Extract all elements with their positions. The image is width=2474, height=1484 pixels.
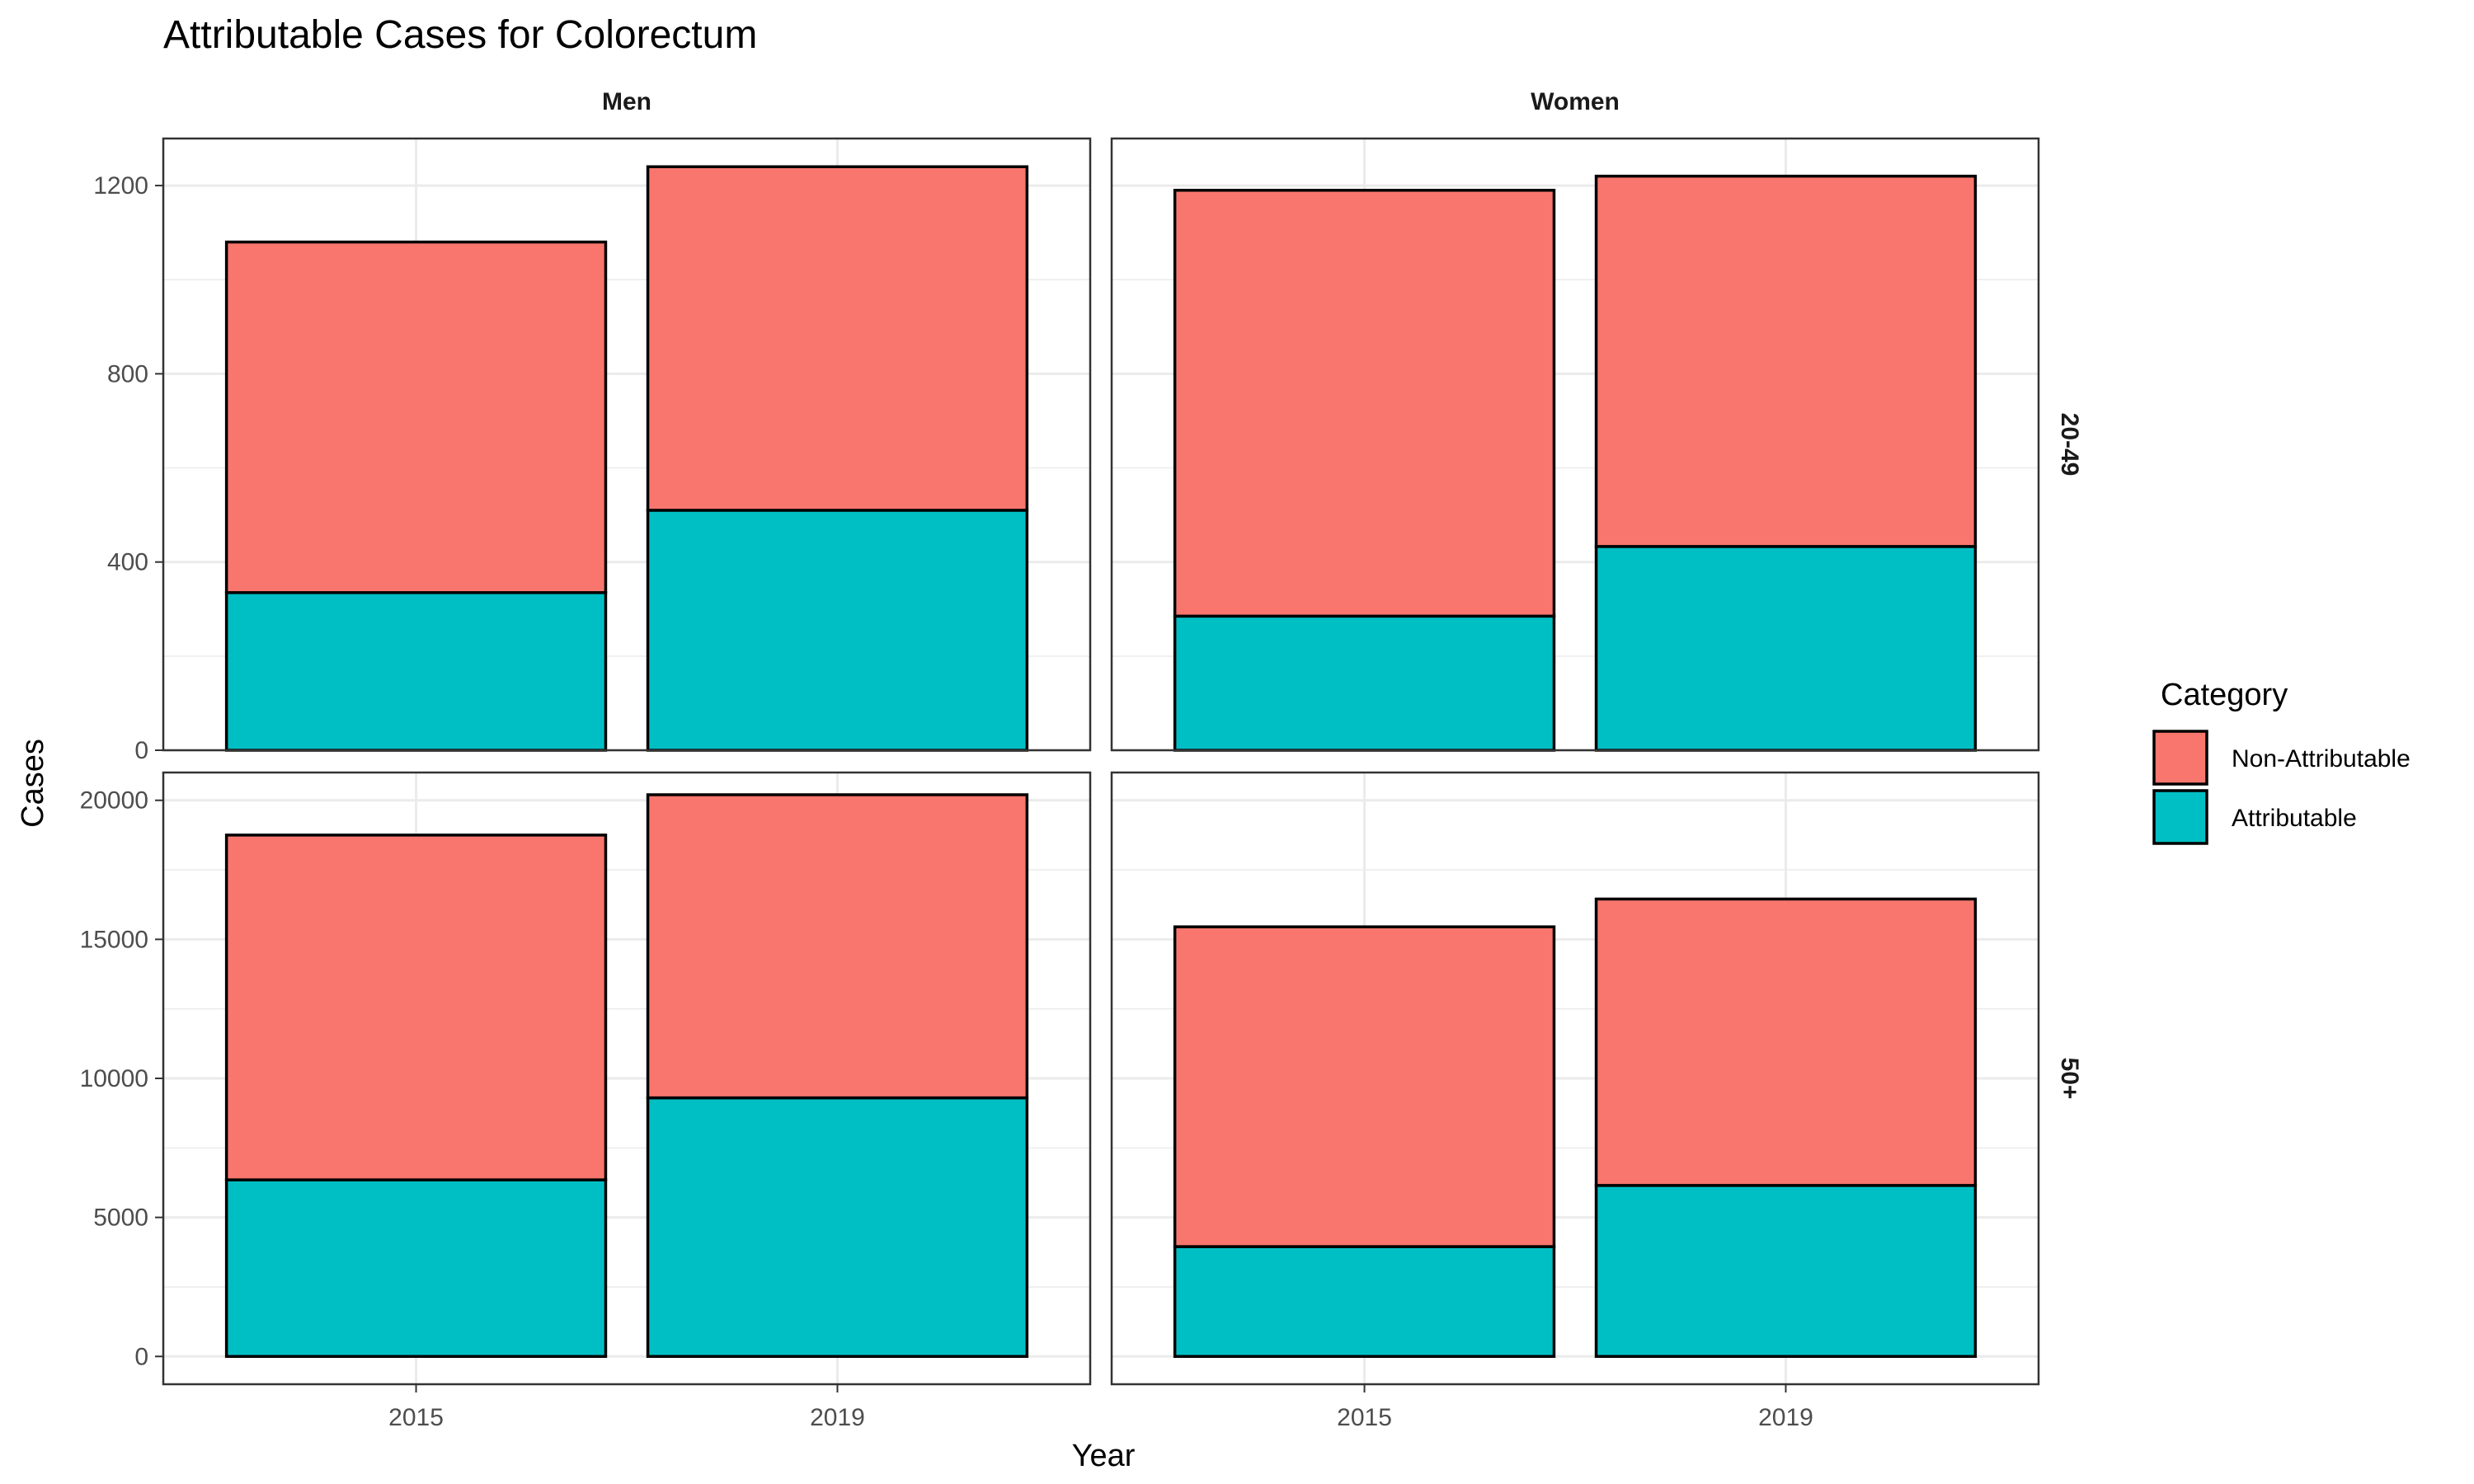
y-tick-label: 800	[107, 360, 148, 387]
y-axis-title: Cases	[16, 739, 50, 828]
y-tick-label: 15000	[80, 926, 148, 953]
y-tick-label: 1200	[93, 172, 148, 200]
bar-attributable-2015	[1173, 614, 1556, 752]
bar-non-attributable-2015	[1173, 925, 1556, 1248]
bar-non-attributable-2015	[1173, 189, 1556, 618]
bar-non-attributable-2019	[646, 793, 1029, 1100]
panel-women-50: 2015 2019	[1110, 771, 2040, 1431]
facet-strip-20-49: 20-49	[2056, 413, 2083, 477]
bar-attributable-2019	[1594, 1184, 1978, 1359]
legend-label-attributable: Attributable	[2232, 805, 2357, 832]
bar-non-attributable-2019	[1594, 897, 1978, 1187]
panel-border	[1110, 771, 2040, 1386]
bar-attributable-2019	[646, 509, 1029, 752]
facet-panels: Men Women 20-49 0 400 800 1200 50+ 0 5000 10000 150…	[80, 88, 2083, 1431]
y-tick-label: 400	[107, 549, 148, 576]
y-tick-label: 5000	[93, 1205, 148, 1232]
legend: Category Non-Attributable Attributable	[2152, 678, 2411, 845]
legend-title: Category	[2161, 678, 2288, 712]
bar-attributable-2015	[224, 591, 608, 752]
bar-attributable-2019	[646, 1096, 1029, 1359]
x-axis-title: Year	[1072, 1439, 1136, 1473]
panel-women-20-49	[1110, 137, 2040, 752]
y-tick-label: 0	[134, 1343, 148, 1370]
panel-border	[162, 137, 1092, 752]
panel-border	[162, 771, 1092, 1386]
y-tick-label: 0	[134, 737, 148, 764]
x-tick-label: 2019	[810, 1404, 865, 1431]
bar-attributable-2019	[1594, 545, 1978, 752]
chart-title: Attributable Cases for Colorectum	[163, 13, 757, 57]
legend-key-attributable	[2152, 789, 2208, 845]
bar-attributable-2015	[1173, 1245, 1556, 1359]
panel-men-50: 2015 2019	[162, 771, 1092, 1431]
facet-strip-women: Women	[1531, 88, 1620, 115]
panel-border	[1110, 137, 2040, 752]
legend-key-non-attributable	[2152, 730, 2208, 786]
y-tick-label: 10000	[80, 1065, 148, 1092]
facet-strip-50: 50+	[2056, 1058, 2083, 1100]
bar-non-attributable-2015	[224, 240, 608, 594]
bar-non-attributable-2019	[1594, 174, 1978, 548]
panel-men-20-49	[162, 137, 1092, 752]
x-tick-label: 2015	[388, 1404, 444, 1431]
x-tick-label: 2019	[1758, 1404, 1813, 1431]
y-tick-label: 20000	[80, 787, 148, 815]
bar-non-attributable-2015	[224, 834, 608, 1181]
bar-attributable-2015	[224, 1178, 608, 1359]
facet-strip-men: Men	[602, 88, 651, 115]
bar-non-attributable-2019	[646, 165, 1029, 512]
legend-label-non-attributable: Non-Attributable	[2232, 745, 2411, 773]
x-tick-label: 2015	[1337, 1404, 1392, 1431]
